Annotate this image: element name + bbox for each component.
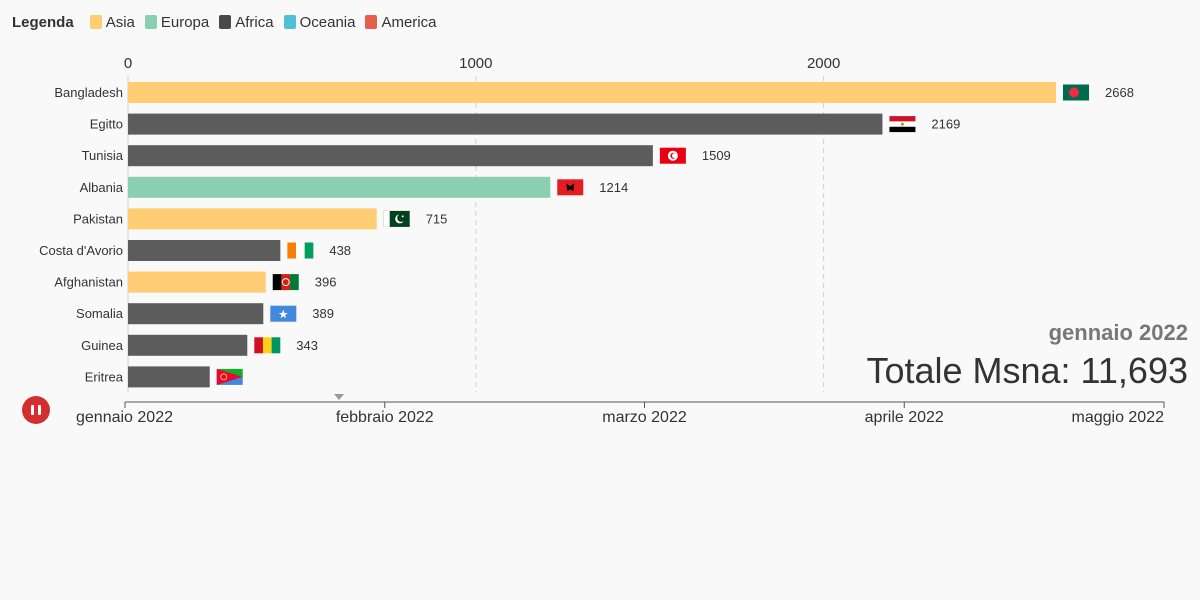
timeline-label: febbraio 2022 [336,409,434,426]
category-label: Somalia [76,306,124,321]
category-label: Guinea [81,338,124,353]
egypt-flag-icon [889,116,916,133]
timeline-label: aprile 2022 [865,409,944,426]
timeline-label: marzo 2022 [602,409,687,426]
bar-chart: 0 1000 2000 Bangladesh 2668 Egitto 2169 Tunisia… [39,55,1165,426]
bar-tunisia [128,145,653,167]
legend-swatch-asia [89,15,102,29]
bar-costa-d-avorio [128,240,281,261]
value-label: 1509 [702,148,731,163]
total-label: Totale Msna: 11,693 [866,350,1188,391]
bar-bangladesh [128,82,1056,103]
bangladesh-flag-icon [1063,84,1089,101]
pause-icon-right [38,405,41,415]
bar-somalia [128,303,264,325]
pakistan-flag-icon [383,210,410,227]
legend-label-asia: Asia [105,13,135,31]
legend-label-oceania: Oceania [299,13,356,31]
guinea-flag-icon [254,337,281,354]
legend-item-europa[interactable]: Europa [144,13,210,31]
category-label: Tunisia [82,148,124,163]
pause-icon-left [31,405,34,415]
bar-eritrea [128,366,210,388]
legend-swatch-america [365,15,378,29]
value-label: 2169 [931,117,960,132]
x-tick-label: 2000 [807,55,840,72]
category-label: Egitto [90,117,123,132]
bar-pakistan [128,208,377,230]
timeline-label: gennaio 2022 [76,409,173,426]
bar-guinea [128,334,248,356]
legend-title: Legenda [12,13,74,31]
eritrea-flag-icon [216,368,243,385]
legend: Legenda Asia Europa Africa Oceania Ameri… [12,12,436,32]
legend-item-america[interactable]: America [365,14,436,31]
value-label: 2668 [1105,85,1134,100]
pause-button[interactable] [22,396,50,424]
albania-flag-icon [557,179,584,196]
value-label: 343 [296,338,318,353]
tunisia-flag-icon [659,147,686,164]
category-label: Albania [80,180,124,195]
legend-swatch-europa [144,15,157,29]
value-label: 438 [329,243,351,258]
category-label: Costa d'Avorio [39,243,123,258]
legend-item-oceania[interactable]: Oceania [283,13,356,31]
category-label: Bangladesh [54,85,123,100]
current-date-label: gennaio 2022 [1048,320,1188,345]
legend-label-europa: Europa [160,13,210,31]
category-label: Pakistan [73,211,123,226]
legend-item-asia[interactable]: Asia [89,13,135,31]
timeline-label: maggio 2022 [1071,409,1164,426]
legend-swatch-oceania [283,15,296,29]
x-tick-label: 0 [124,55,132,72]
category-label: Afghanistan [54,275,123,290]
value-label: 715 [426,211,448,226]
bar-egitto [128,113,883,135]
legend-swatch-africa [219,15,232,29]
value-label: 396 [315,275,337,290]
bar-albania [128,176,551,198]
afghanistan-flag-icon [272,274,299,291]
legend-label-america: America [381,13,437,31]
value-label: 389 [312,306,334,321]
x-tick-label: 1000 [459,55,492,72]
legend-item-africa[interactable]: Africa [219,13,274,31]
timeline-handle[interactable] [334,394,345,400]
value-label: 1214 [599,180,628,195]
legend-label-africa: Africa [235,13,274,31]
category-label: Eritrea [85,369,124,384]
somalia-flag-icon [270,305,297,322]
bar-afghanistan [128,271,266,293]
ivory-coast-flag-icon [287,242,314,259]
